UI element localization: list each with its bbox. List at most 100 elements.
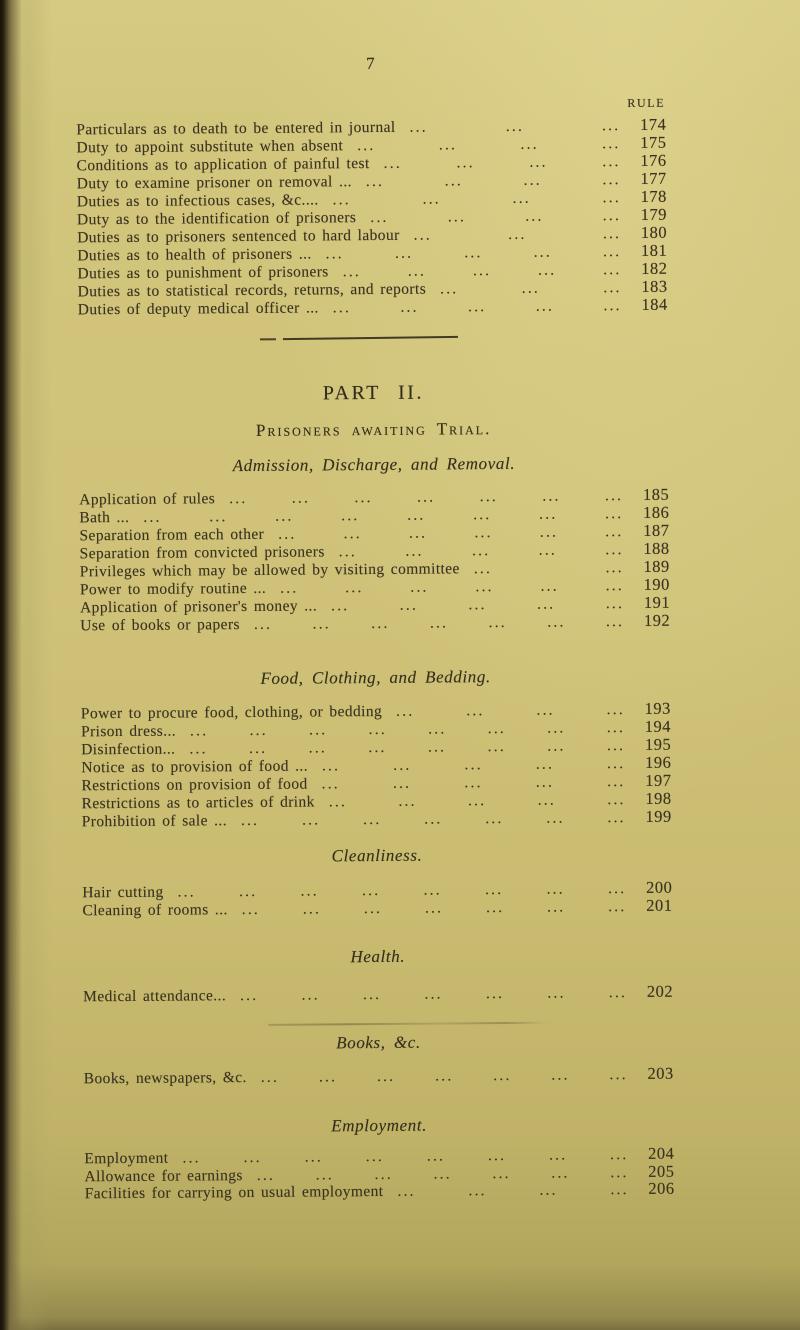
- toc-entry-label: Restrictions on provision of food: [81, 775, 308, 795]
- toc-row: Application of rules... ... ... ... ... …: [79, 485, 669, 509]
- toc-section-list: Employment... ... ... ... ... ... ... ..…: [84, 1144, 675, 1203]
- toc-section-list: Medical attendance... ... ... ... ... ...…: [83, 981, 674, 1006]
- toc-entry-label: Disinfection...: [81, 740, 176, 759]
- dot-leader: ... ... ... ...: [396, 701, 625, 720]
- toc-entry-label: Power to modify routine ...: [79, 579, 267, 599]
- dot-leader: ... ... ... ... ... ... ...: [241, 898, 627, 919]
- toc-entry-label: Use of books or papers: [80, 616, 240, 635]
- page-number: 7: [365, 53, 376, 74]
- dot-leader: ... ... ... ...: [397, 1181, 629, 1200]
- toc-entry-label: Application of rules: [79, 490, 216, 509]
- rule-column-header: RULE: [627, 95, 666, 111]
- toc-section-food: Food, Clothing, and Bedding. Power to pr…: [81, 665, 672, 830]
- section-heading: Admission, Discharge, and Removal.: [232, 453, 516, 476]
- toc-entry-label: Conditions as to application of painful …: [76, 155, 370, 175]
- section-heading: Employment.: [331, 1115, 428, 1136]
- toc-entry-label: Duties as to infectious cases, &c....: [76, 191, 319, 211]
- dot-leader: ... ... ... ...: [383, 153, 621, 172]
- toc-section-cleanliness: Cleanliness. Hair cutting... ... ... ...…: [82, 843, 673, 920]
- toc-row: Employment... ... ... ... ... ... ... ..…: [84, 1144, 674, 1168]
- toc-section-books: Books, &c. Books, newspapers, &c. ... ...…: [83, 1030, 674, 1088]
- dot-leader: ... ... ... ... ... ... ...: [253, 613, 625, 633]
- toc-entry-label: Separation from each other: [79, 525, 265, 545]
- dot-leader: ... ...: [473, 559, 624, 578]
- toc-section-list: Power to procure food, clothing, or bedd…: [80, 699, 672, 831]
- toc-entry-label: Prison dress...: [80, 722, 177, 741]
- toc-entry-label: Duty as to the identification of prisone…: [76, 209, 357, 229]
- toc-entry-label: Separation from convicted prisoners: [79, 543, 325, 563]
- toc-section-health: Health. Medical attendance... ... ... ...…: [83, 944, 674, 1006]
- dot-leader: ... ... ... ... ...: [338, 541, 624, 561]
- dot-leader: ... ... ...: [413, 225, 622, 244]
- toc-entry-label: Employment: [84, 1149, 169, 1168]
- page-content: 7 RULE Particulars as to death to be ent…: [75, 0, 675, 1203]
- toc-section-list: Hair cutting... ... ... ... ... ... ... …: [82, 878, 673, 920]
- dot-leader: ... ... ... ...: [357, 135, 621, 155]
- rule-number: 201: [646, 895, 673, 915]
- toc-entry-label: Books, newspapers, &c.: [83, 1069, 247, 1088]
- rule-number: 184: [641, 294, 668, 314]
- toc-entry-label: Duties of deputy medical officer ...: [77, 299, 319, 319]
- toc-entry-label: Restrictions as to articles of drink: [81, 793, 315, 813]
- dot-leader: ... ... ... ... ...: [328, 791, 626, 811]
- book-gutter-shadow: [0, 0, 52, 1330]
- dot-leader: ... ... ... ...: [332, 189, 621, 209]
- toc-entry-label: Duty to appoint substitute when absent: [76, 137, 344, 157]
- dot-leader: ... ... ...: [440, 279, 622, 298]
- part-subtitle: Prisoners awaiting Trial.: [255, 419, 492, 440]
- toc-section-employment: Employment. Employment... ... ... ... ..…: [84, 1113, 675, 1203]
- toc-entry-label: Power to procure food, clothing, or bedd…: [80, 702, 383, 723]
- rule-number: 192: [643, 610, 671, 630]
- toc-section-list: Application of rules ... ... ... ... ... …: [79, 485, 671, 635]
- rule-number: 206: [648, 1178, 675, 1198]
- toc-entry-label: Prohibition of sale ...: [81, 812, 228, 831]
- toc-entry-label: Application of prisoner's money ...: [79, 597, 318, 617]
- toc-entry-label: Duties as to health of prisoners ...: [77, 245, 312, 265]
- toc-row: Allowance for earnings... ... ... ... ..…: [84, 1161, 674, 1185]
- dot-leader: ... ... ... ... ... ... ...: [240, 809, 626, 830]
- toc-entry-label: Hair cutting: [82, 883, 164, 902]
- toc-entry-label: Notice as to provision of food ...: [81, 757, 309, 777]
- rule-number: 203: [647, 1063, 674, 1083]
- toc-entry-label: Facilities for carrying on usual employm…: [84, 1182, 384, 1203]
- toc-section-admission: Admission, Discharge, and Removal. Appli…: [79, 452, 670, 634]
- toc-entry-label: Bath ...: [79, 508, 130, 527]
- toc-row: Power to procure food, clothing, or bedd…: [80, 699, 671, 723]
- toc-entry-label: Medical attendance...: [83, 987, 227, 1006]
- divider-line: [282, 335, 458, 340]
- section-heading: Health.: [350, 946, 406, 967]
- section-heading: Food, Clothing, and Bedding.: [260, 667, 491, 688]
- toc-entry-label: Allowance for earnings: [84, 1166, 243, 1185]
- dot-leader: ... ... ...: [409, 117, 621, 136]
- toc-row: Medical attendance... ... ... ... ... ...…: [83, 981, 674, 1006]
- toc-entry-label: Particulars as to death to be entered in…: [76, 118, 396, 139]
- toc-row: Books, newspapers, &c. ... ... ... ... ..…: [83, 1063, 674, 1088]
- dot-leader: ... ... ... ... ...: [332, 297, 622, 317]
- divider-dash: [259, 337, 276, 340]
- toc-row: Cleaning of rooms ... ... ... ... ... ...…: [82, 895, 673, 920]
- part-title: PART II.: [322, 381, 424, 405]
- dot-leader: ... ... ... ...: [370, 207, 622, 227]
- section-divider: [259, 335, 460, 341]
- dot-leader: ... ... ... ... ...: [321, 755, 626, 775]
- dot-leader: ... ... ... ... ...: [331, 595, 625, 615]
- section-heading: Books, &c.: [336, 1032, 421, 1053]
- toc-row: Hair cutting... ... ... ... ... ... ... …: [82, 878, 672, 902]
- rule-number: 202: [646, 981, 674, 1001]
- dot-leader: ... ... ... ... ...: [325, 243, 622, 263]
- faint-divider: [268, 1021, 549, 1026]
- dot-leader: ... ... ... ... ...: [321, 773, 626, 793]
- rule-number: 199: [645, 806, 672, 826]
- section-heading: Cleanliness.: [331, 845, 423, 866]
- toc-intro-list: Particulars as to death to be entered in…: [76, 115, 668, 319]
- toc-entry-label: Duty to examine prisoner on removal ...: [76, 173, 352, 193]
- dot-leader: ... ... ... ...: [365, 171, 621, 191]
- toc-row: Particulars as to death to be entered in…: [76, 115, 666, 139]
- toc-section-list: Books, newspapers, &c. ... ... ... ... ..…: [83, 1063, 674, 1088]
- toc-entry-label: Cleaning of rooms ...: [82, 901, 228, 920]
- toc-entry-label: Duties as to punishment of prisoners: [77, 263, 329, 283]
- dot-leader: ... ... ... ... ...: [342, 261, 622, 281]
- dot-leader: ... ... ... ... ... ... ...: [260, 1066, 628, 1086]
- dot-leader: ... ... ... ... ... ... ...: [239, 984, 628, 1005]
